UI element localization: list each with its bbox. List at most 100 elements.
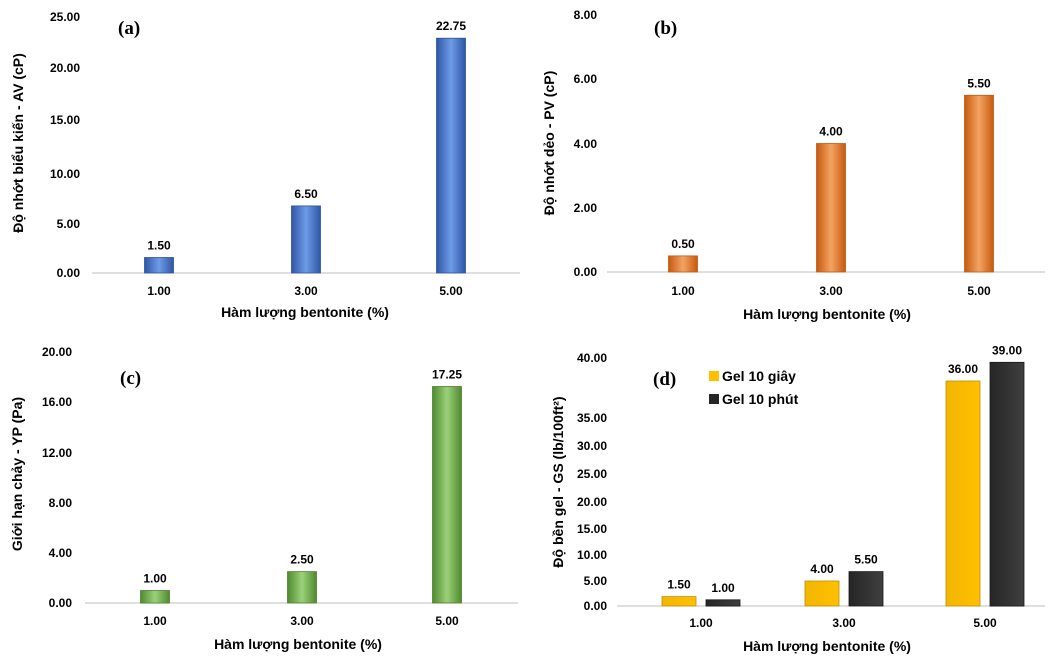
x-tick-label: 5.00	[439, 284, 463, 298]
y-tick-label: 12.00	[42, 446, 72, 460]
y-ticks-c: 0.00 4.00 8.00 12.00 16.00 20.00	[42, 345, 72, 610]
y-ticks-d: 0.00 5.00 10.00 15.00 20.00 25.00 30.00 …	[577, 351, 607, 613]
chart-panel-b: (b) 0.00 2.00 4.00 6.00 8.00 1.00 3.00 5…	[541, 8, 1045, 322]
data-label: 5.50	[854, 553, 878, 567]
x-axis-title-b: Hàm lượng bentonite (%)	[743, 306, 911, 322]
bar	[989, 361, 1025, 607]
chart-panel-c: (c) 0.00 4.00 8.00 12.00 16.00 20.00 1.0…	[9, 345, 518, 652]
x-ticks-d: 1.00 3.00 5.00	[689, 616, 997, 630]
x-tick-label: 3.00	[832, 616, 856, 630]
y-tick-label: 0.00	[57, 266, 81, 280]
y-tick-label: 0.00	[49, 596, 73, 610]
y-tick-label: 15.00	[50, 113, 80, 127]
data-label: 1.00	[143, 572, 167, 586]
x-tick-label: 3.00	[294, 284, 318, 298]
x-axis-title-c: Hàm lượng bentonite (%)	[214, 636, 382, 652]
y-tick-label: 20.00	[42, 345, 72, 359]
y-tick-label: 2.00	[574, 201, 598, 215]
data-label: 5.50	[967, 76, 991, 90]
bar	[140, 590, 170, 604]
data-labels-c: 1.00 2.50 17.25	[143, 368, 462, 586]
bar	[848, 571, 884, 607]
legend-label-gel-10s: Gel 10 giây	[722, 368, 796, 384]
bar	[144, 257, 174, 274]
y-tick-label: 10.00	[577, 548, 607, 562]
y-axis-title-a: Độ nhớt biểu kiến - AV (cP)	[10, 53, 26, 233]
y-tick-label: 10.00	[50, 167, 80, 181]
y-tick-label: 4.00	[49, 546, 73, 560]
data-label: 6.50	[294, 187, 318, 201]
data-label: 36.00	[948, 362, 978, 376]
y-tick-label: 30.00	[577, 439, 607, 453]
y-axis-title-c: Giới hạn chảy - YP (Pa)	[9, 397, 25, 551]
y-tick-label: 25.00	[577, 467, 607, 481]
data-labels-a: 1.50 6.50 22.75	[147, 19, 466, 252]
data-label: 22.75	[436, 19, 466, 33]
y-tick-label: 25.00	[50, 10, 80, 24]
x-tick-label: 5.00	[973, 616, 997, 630]
bars-a	[144, 37, 466, 274]
y-tick-label: 0.00	[584, 599, 608, 613]
y-axis-title-d: Độ bền gel - GS (lb/100ft²)	[550, 396, 566, 567]
legend-d: Gel 10 giây Gel 10 phút	[709, 368, 799, 407]
x-tick-label: 1.00	[143, 614, 167, 628]
bar	[668, 255, 698, 273]
y-ticks-b: 0.00 2.00 4.00 6.00 8.00	[574, 8, 598, 279]
y-tick-label: 15.00	[577, 522, 607, 536]
data-label: 1.50	[147, 239, 171, 253]
bar	[661, 596, 697, 607]
data-label: 4.00	[810, 562, 834, 576]
y-tick-label: 8.00	[574, 8, 598, 22]
x-tick-label: 1.00	[147, 284, 171, 298]
y-tick-label: 5.00	[57, 217, 81, 231]
data-label: 0.50	[671, 237, 695, 251]
bars-c	[140, 386, 462, 604]
y-ticks-a: 0.00 5.00 10.00 15.00 20.00 25.00	[50, 10, 80, 280]
x-axis-title-d: Hàm lượng bentonite (%)	[743, 638, 911, 654]
data-labels-d: 1.50 4.00 36.00 1.00 5.50 39.00	[667, 343, 1022, 595]
x-tick-label: 1.00	[671, 284, 695, 298]
panel-label-d: (d)	[653, 369, 676, 390]
x-axis-title-a: Hàm lượng bentonite (%)	[221, 304, 389, 320]
y-tick-label: 4.00	[574, 137, 598, 151]
y-tick-label: 40.00	[577, 351, 607, 365]
y-tick-label: 8.00	[49, 496, 73, 510]
data-label: 1.00	[711, 581, 735, 595]
x-tick-label: 1.00	[689, 616, 713, 630]
bar	[705, 599, 741, 607]
bars-d	[661, 361, 1025, 607]
x-tick-label: 5.00	[967, 284, 991, 298]
y-tick-label: 6.00	[574, 72, 598, 86]
x-tick-label: 3.00	[819, 284, 843, 298]
bar	[287, 571, 317, 604]
data-label: 39.00	[992, 343, 1022, 357]
bar	[964, 94, 994, 273]
x-tick-label: 5.00	[435, 614, 459, 628]
y-tick-label: 0.00	[574, 265, 598, 279]
legend-label-gel-10m: Gel 10 phút	[722, 391, 799, 407]
bar	[804, 580, 840, 607]
x-ticks-a: 1.00 3.00 5.00	[147, 284, 463, 298]
bar	[816, 143, 846, 273]
y-tick-label: 5.00	[584, 574, 608, 588]
panel-label-c: (c)	[120, 368, 141, 389]
y-tick-label: 20.00	[577, 495, 607, 509]
data-label: 4.00	[819, 125, 843, 139]
y-tick-label: 35.00	[577, 411, 607, 425]
bar	[436, 37, 466, 274]
bar	[291, 205, 321, 274]
x-tick-label: 3.00	[290, 614, 314, 628]
panel-label-a: (a)	[118, 18, 140, 39]
y-axis-title-b: Độ nhớt dẻo - PV (cP)	[541, 71, 557, 216]
bar	[945, 380, 981, 607]
panel-label-b: (b)	[654, 18, 677, 39]
chart-panel-a: (a) 0.00 5.00 10.00 15.00 20.00 25.00 1.…	[10, 10, 520, 320]
y-tick-label: 20.00	[50, 61, 80, 75]
y-tick-label: 16.00	[42, 395, 72, 409]
bars-b	[668, 94, 994, 273]
data-label: 2.50	[290, 553, 314, 567]
x-ticks-b: 1.00 3.00 5.00	[671, 284, 991, 298]
chart-panel-d: (d) 0.00 5.00 10.00 15.00 20.00 25.00 30…	[550, 343, 1045, 654]
legend-swatch-gel-10m	[709, 394, 719, 404]
